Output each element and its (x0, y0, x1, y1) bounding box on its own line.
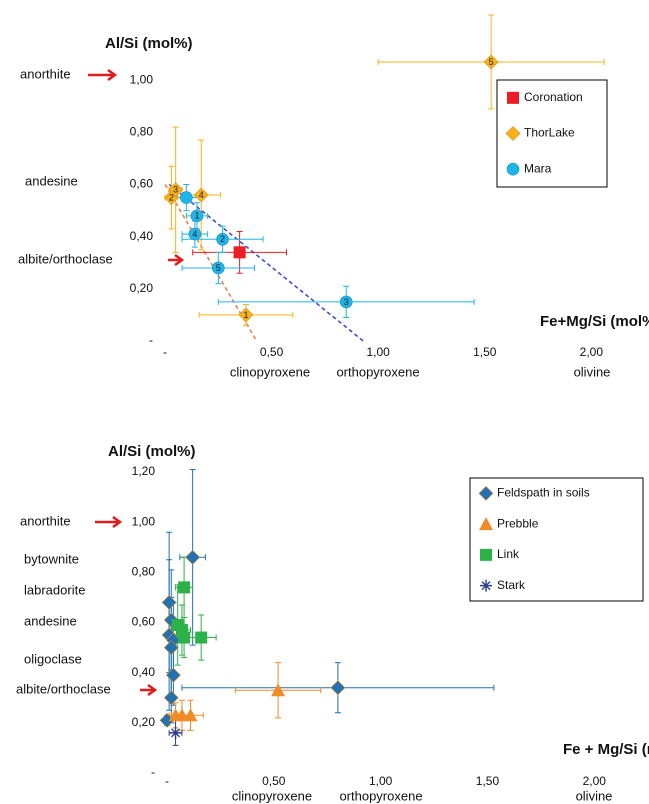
legend-marker (480, 548, 492, 561)
annotation: andesine (24, 613, 77, 628)
legend-marker (505, 126, 521, 141)
legend-label: Mara (524, 161, 552, 175)
x-tick-label: - (165, 774, 169, 788)
arrow (88, 68, 118, 82)
legend-label: ThorLake (524, 126, 575, 140)
annotation: oligoclase (24, 651, 82, 666)
x-tick-label: - (163, 345, 167, 359)
annotation: albite/orthoclase (18, 251, 113, 266)
legend-marker (479, 517, 493, 531)
x-annotation: orthopyroxene (336, 364, 419, 379)
point (168, 182, 184, 198)
point (188, 227, 202, 241)
point (330, 680, 346, 696)
y-axis-label: Al/Si (mol%) (108, 443, 196, 460)
point-label: 2 (220, 234, 225, 244)
point (238, 307, 254, 323)
point-label: 4 (199, 190, 204, 200)
annotation: albite/orthoclase (16, 681, 111, 696)
y-tick-label: 0,80 (132, 565, 156, 579)
legend-marker (506, 162, 520, 176)
trend-line (164, 184, 258, 342)
x-annotation: clinopyroxene (230, 364, 310, 379)
x-tick-label: 1,00 (367, 345, 391, 359)
point-label: 2 (169, 192, 174, 202)
point (185, 549, 201, 565)
y-tick-label: 0,60 (130, 177, 154, 191)
legend-marker (478, 485, 494, 501)
point (178, 581, 191, 594)
point (233, 246, 246, 259)
annotation: labradorite (24, 582, 85, 597)
point (178, 631, 191, 644)
y-tick-label: 0,20 (130, 281, 154, 295)
point (193, 187, 209, 203)
annotation: bytownite (24, 551, 79, 566)
chart: Al/Si (mol%) Fe+Mg/Si (mol%) - 0,20 0,40 0,60… (18, 14, 649, 379)
point (216, 232, 229, 246)
point (483, 54, 499, 70)
legend-label: Feldspath in soils (497, 486, 590, 500)
y-tick-label: 0,60 (132, 615, 156, 629)
point-label: 5 (489, 57, 494, 67)
y-tick-label: 0,40 (132, 665, 156, 679)
y-tick-label: 1,20 (132, 464, 156, 478)
arrow (140, 683, 158, 697)
x-tick-label: 0,50 (262, 774, 286, 788)
y-tick-label: 0,40 (130, 229, 154, 243)
point (165, 667, 181, 683)
legend-label: Stark (497, 578, 526, 592)
y-tick-label: 1,00 (130, 72, 154, 86)
legend-label: Prebble (497, 516, 539, 530)
arrow (168, 253, 185, 267)
legend-marker (480, 579, 492, 592)
x-axis-label: Fe + Mg/Si (mol%) (563, 741, 649, 758)
legend-label: Link (497, 547, 520, 561)
legend-box (469, 477, 644, 602)
x-tick-label: 1,00 (369, 774, 393, 788)
legend-marker (507, 91, 519, 104)
x-axis-label: Fe+Mg/Si (mol%) (540, 313, 649, 330)
point (183, 708, 198, 722)
point-label: 3 (344, 297, 349, 307)
x-annotation: clinopyroxene (232, 788, 312, 803)
point-label: 1 (244, 310, 249, 320)
x-annotation: olivine (574, 364, 611, 379)
annotation: andesine (25, 173, 78, 188)
annotation: anorthite (20, 66, 71, 81)
y-axis-label: Al/Si (mol%) (105, 35, 193, 52)
x-tick-label: 0,50 (260, 345, 284, 359)
point (163, 640, 179, 656)
chart: Al/Si (mol%) Fe + Mg/Si (mol%) - 0,20 0,40 0,… (16, 443, 649, 803)
point (190, 209, 204, 223)
point-label: 1 (194, 211, 199, 221)
point-label: 4 (192, 229, 197, 239)
point (195, 631, 208, 644)
y-tick-label: - (151, 765, 155, 779)
point (271, 683, 286, 697)
x-tick-label: 2,00 (580, 345, 604, 359)
x-annotation: olivine (576, 788, 613, 803)
legend-label: Coronation (524, 90, 583, 104)
point (163, 690, 179, 706)
point-label: 3 (173, 185, 178, 195)
point (339, 295, 353, 309)
y-tick-label: 0,80 (130, 125, 154, 139)
point (161, 595, 177, 610)
x-tick-label: 1,50 (476, 774, 500, 788)
point (169, 726, 182, 739)
x-annotation: orthopyroxene (339, 788, 422, 803)
point-label: 5 (216, 263, 221, 273)
point (180, 191, 193, 204)
point (211, 261, 225, 275)
annotation: anorthite (20, 513, 71, 528)
x-tick-label: 1,50 (473, 345, 497, 359)
arrow (95, 515, 123, 529)
y-tick-label: 1,00 (132, 514, 156, 528)
y-tick-label: 0,20 (132, 715, 156, 729)
x-tick-label: 2,00 (583, 774, 607, 788)
trend-line (168, 183, 364, 342)
y-tick-label: - (149, 333, 153, 347)
